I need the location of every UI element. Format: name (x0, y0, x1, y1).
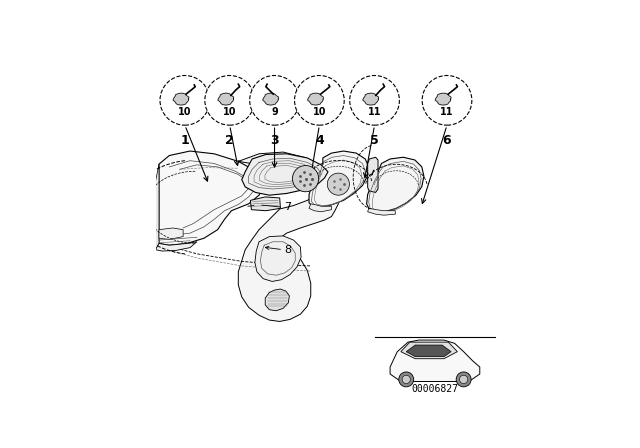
Polygon shape (250, 197, 280, 211)
Circle shape (399, 372, 413, 387)
Text: 2: 2 (225, 134, 234, 147)
Circle shape (292, 165, 319, 192)
Text: 10: 10 (178, 107, 191, 116)
Polygon shape (156, 242, 197, 251)
Polygon shape (218, 93, 234, 105)
Text: 5: 5 (370, 134, 379, 147)
Polygon shape (367, 208, 396, 215)
Circle shape (205, 76, 255, 125)
Polygon shape (156, 164, 159, 250)
Polygon shape (159, 151, 266, 245)
Polygon shape (435, 93, 451, 105)
Text: 00006827: 00006827 (412, 383, 458, 393)
Circle shape (294, 76, 344, 125)
Circle shape (402, 375, 410, 383)
Text: 7: 7 (284, 202, 291, 212)
Polygon shape (401, 342, 458, 359)
Text: 4: 4 (315, 134, 324, 147)
Circle shape (349, 76, 399, 125)
Polygon shape (363, 93, 379, 105)
Text: 10: 10 (312, 107, 326, 116)
Text: 1: 1 (180, 134, 189, 147)
Polygon shape (238, 152, 339, 322)
Text: 6: 6 (443, 134, 451, 147)
Circle shape (327, 173, 349, 195)
Circle shape (250, 76, 300, 125)
Polygon shape (367, 157, 378, 193)
Text: 3: 3 (270, 134, 279, 147)
Polygon shape (308, 93, 323, 105)
Text: 9: 9 (271, 107, 278, 116)
Text: 11: 11 (440, 107, 454, 116)
Polygon shape (309, 204, 332, 212)
Polygon shape (309, 151, 369, 207)
Polygon shape (263, 93, 278, 105)
Polygon shape (159, 228, 183, 239)
Circle shape (160, 76, 210, 125)
Circle shape (456, 372, 471, 387)
Circle shape (422, 76, 472, 125)
Polygon shape (173, 93, 189, 105)
Polygon shape (255, 236, 301, 281)
Polygon shape (367, 157, 424, 212)
Text: 8: 8 (284, 245, 291, 255)
Polygon shape (406, 345, 451, 357)
Polygon shape (265, 289, 289, 311)
Circle shape (460, 375, 468, 383)
Text: 11: 11 (368, 107, 381, 116)
Polygon shape (390, 340, 480, 382)
Text: 10: 10 (223, 107, 236, 116)
Polygon shape (242, 154, 328, 195)
